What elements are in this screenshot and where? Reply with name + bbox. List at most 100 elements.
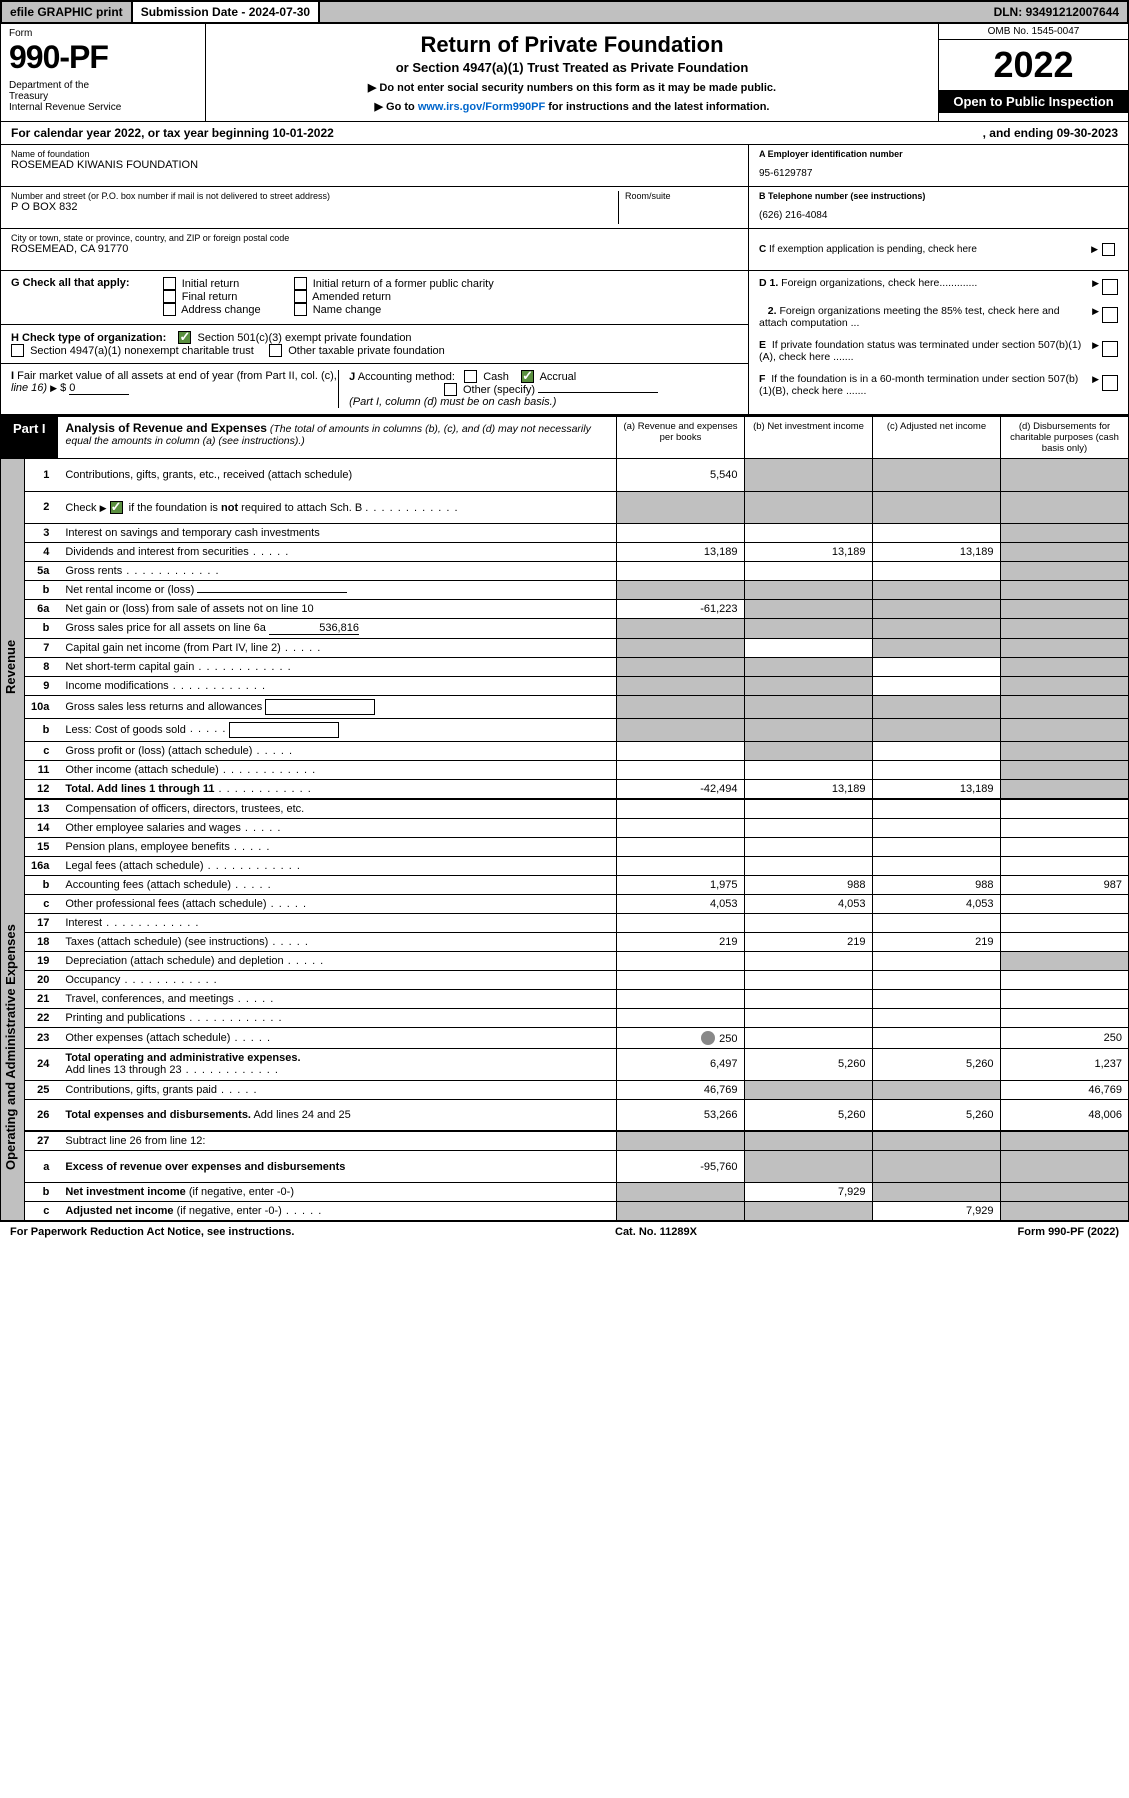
top-bar: efile GRAPHIC print Submission Date - 20…	[0, 0, 1129, 24]
other-method-checkbox[interactable]	[444, 383, 457, 396]
dln: DLN: 93491212007644	[986, 2, 1127, 22]
row-10a: 10aGross sales less returns and allowanc…	[25, 695, 1128, 718]
row-6a: 6aNet gain or (loss) from sale of assets…	[25, 599, 1128, 618]
row-6b: bGross sales price for all assets on lin…	[25, 618, 1128, 638]
d1-label: D 1. Foreign organizations, check here..…	[759, 277, 1092, 289]
open-to-public: Open to Public Inspection	[939, 90, 1128, 113]
part1-label: Part I	[1, 417, 58, 458]
form-subtitle: or Section 4947(a)(1) Trust Treated as P…	[214, 60, 930, 75]
form-title: Return of Private Foundation	[214, 32, 930, 58]
501c3-checkbox[interactable]	[178, 331, 191, 344]
row-16c: cOther professional fees (attach schedul…	[25, 894, 1128, 913]
row-12: 12Total. Add lines 1 through 11-42,49413…	[25, 779, 1128, 799]
d1-checkbox[interactable]	[1102, 279, 1118, 295]
row-16b: bAccounting fees (attach schedule)1,9759…	[25, 875, 1128, 894]
row-18: 18Taxes (attach schedule) (see instructi…	[25, 932, 1128, 951]
address-label: Number and street (or P.O. box number if…	[11, 191, 618, 201]
row-23: 23Other expenses (attach schedule)250250	[25, 1027, 1128, 1048]
other-taxable-checkbox[interactable]	[269, 344, 282, 357]
room-label: Room/suite	[625, 191, 738, 201]
e-checkbox[interactable]	[1102, 341, 1118, 357]
tel-value: (626) 216-4084	[759, 210, 1118, 221]
omb-number: OMB No. 1545-0047	[939, 24, 1128, 40]
irs-link[interactable]: www.irs.gov/Form990PF	[418, 101, 545, 113]
name-change-checkbox[interactable]	[294, 303, 307, 316]
col-c-header: (c) Adjusted net income	[872, 417, 1000, 458]
submission-date: Submission Date - 2024-07-30	[133, 2, 320, 22]
row-27c: cAdjusted net income (if negative, enter…	[25, 1202, 1128, 1221]
f-checkbox[interactable]	[1102, 375, 1118, 391]
calendar-year-line: For calendar year 2022, or tax year begi…	[0, 122, 1129, 145]
part1-title: Analysis of Revenue and Expenses	[66, 421, 267, 435]
f-label: F If the foundation is in a 60-month ter…	[759, 373, 1092, 397]
dept-treasury: Department of theTreasuryInternal Revenu…	[9, 80, 197, 113]
expenses-sidebar: Operating and Administrative Expenses	[1, 875, 24, 1221]
initial-former-checkbox[interactable]	[294, 277, 307, 290]
part1-header: Part I Analysis of Revenue and Expenses …	[0, 415, 1129, 459]
row-5a: 5aGross rents	[25, 561, 1128, 580]
page-footer: For Paperwork Reduction Act Notice, see …	[0, 1222, 1129, 1242]
accrual-checkbox[interactable]	[521, 370, 534, 383]
e-label: E If private foundation status was termi…	[759, 339, 1092, 363]
initial-return-checkbox[interactable]	[163, 277, 176, 290]
amended-return-checkbox[interactable]	[294, 290, 307, 303]
pending-checkbox[interactable]	[1102, 243, 1115, 256]
row-4: 4Dividends and interest from securities1…	[25, 542, 1128, 561]
row-14: 14Other employee salaries and wages	[25, 818, 1128, 837]
row-21: 21Travel, conferences, and meetings	[25, 989, 1128, 1008]
arrow-icon	[1091, 244, 1098, 255]
row-11: 11Other income (attach schedule)	[25, 760, 1128, 779]
row-24: 24Total operating and administrative exp…	[25, 1048, 1128, 1080]
form-label: Form	[9, 28, 197, 39]
row-2: 2Check if the foundation is not required…	[25, 491, 1128, 523]
4947a1-checkbox[interactable]	[11, 344, 24, 357]
form-note-1: ▶ Do not enter social security numbers o…	[214, 81, 930, 94]
form-header: Form 990-PF Department of theTreasuryInt…	[0, 24, 1129, 122]
row-17: 17Interest	[25, 913, 1128, 932]
section-i-j: I Fair market value of all assets at end…	[1, 363, 748, 414]
cash-checkbox[interactable]	[464, 370, 477, 383]
row-8: 8Net short-term capital gain	[25, 657, 1128, 676]
row-5b: bNet rental income or (loss)	[25, 580, 1128, 599]
row-9: 9Income modifications	[25, 676, 1128, 695]
foundation-name: ROSEMEAD KIWANIS FOUNDATION	[11, 159, 738, 171]
row-27b: bNet investment income (if negative, ent…	[25, 1183, 1128, 1202]
row-10b: bLess: Cost of goods sold	[25, 718, 1128, 741]
name-label: Name of foundation	[11, 149, 738, 159]
main-table: Revenue Operating and Administrative Exp…	[0, 459, 1129, 1222]
tax-year: 2022	[939, 40, 1128, 90]
attachment-icon[interactable]	[701, 1031, 715, 1045]
address: P O BOX 832	[11, 201, 618, 213]
col-b-header: (b) Net investment income	[744, 417, 872, 458]
address-change-checkbox[interactable]	[163, 303, 176, 316]
foundation-info: Name of foundation ROSEMEAD KIWANIS FOUN…	[0, 145, 1129, 271]
row-26: 26Total expenses and disbursements. Add …	[25, 1099, 1128, 1131]
d2-checkbox[interactable]	[1102, 307, 1118, 323]
row-1: 1Contributions, gifts, grants, etc., rec…	[25, 459, 1128, 491]
row-16a: 16aLegal fees (attach schedule)	[25, 856, 1128, 875]
row-3: 3Interest on savings and temporary cash …	[25, 523, 1128, 542]
ein-value: 95-6129787	[759, 168, 1118, 179]
form-note-2: ▶ Go to www.irs.gov/Form990PF for instru…	[214, 100, 930, 113]
revenue-sidebar: Revenue	[1, 459, 24, 875]
row-13: 13Compensation of officers, directors, t…	[25, 799, 1128, 819]
row-19: 19Depreciation (attach schedule) and dep…	[25, 951, 1128, 970]
cat-number: Cat. No. 11289X	[615, 1226, 697, 1238]
paperwork-notice: For Paperwork Reduction Act Notice, see …	[10, 1226, 294, 1238]
section-g: G Check all that apply: Initial return F…	[11, 277, 738, 316]
row-27: 27Subtract line 26 from line 12:	[25, 1131, 1128, 1151]
form-ref: Form 990-PF (2022)	[1018, 1226, 1120, 1238]
pending-label: C If exemption application is pending, c…	[759, 244, 977, 255]
final-return-checkbox[interactable]	[163, 290, 176, 303]
row-27a: aExcess of revenue over expenses and dis…	[25, 1151, 1128, 1183]
row-15: 15Pension plans, employee benefits	[25, 837, 1128, 856]
fmv-value: 0	[69, 382, 129, 395]
row-20: 20Occupancy	[25, 970, 1128, 989]
schb-checkbox[interactable]	[110, 501, 123, 514]
city-state-zip: ROSEMEAD, CA 91770	[11, 243, 738, 255]
row-7: 7Capital gain net income (from Part IV, …	[25, 638, 1128, 657]
ein-label: A Employer identification number	[759, 149, 1118, 159]
section-h: H Check type of organization: Section 50…	[1, 324, 748, 357]
city-label: City or town, state or province, country…	[11, 233, 738, 243]
efile-label: efile GRAPHIC print	[2, 2, 133, 22]
